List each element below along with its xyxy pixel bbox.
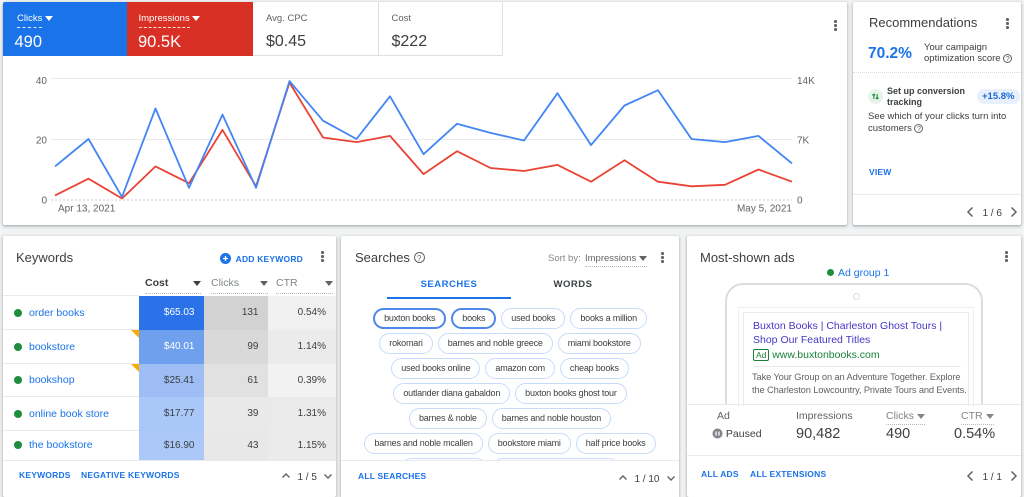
svg-text:14K: 14K bbox=[797, 76, 815, 87]
svg-text:7K: 7K bbox=[797, 136, 810, 147]
svg-text:May 5, 2021: May 5, 2021 bbox=[737, 204, 792, 215]
svg-text:0: 0 bbox=[41, 196, 47, 207]
svg-text:Apr 13, 2021: Apr 13, 2021 bbox=[58, 204, 116, 215]
svg-text:40: 40 bbox=[36, 76, 48, 87]
svg-text:0: 0 bbox=[797, 196, 803, 207]
svg-text:20: 20 bbox=[36, 136, 48, 147]
